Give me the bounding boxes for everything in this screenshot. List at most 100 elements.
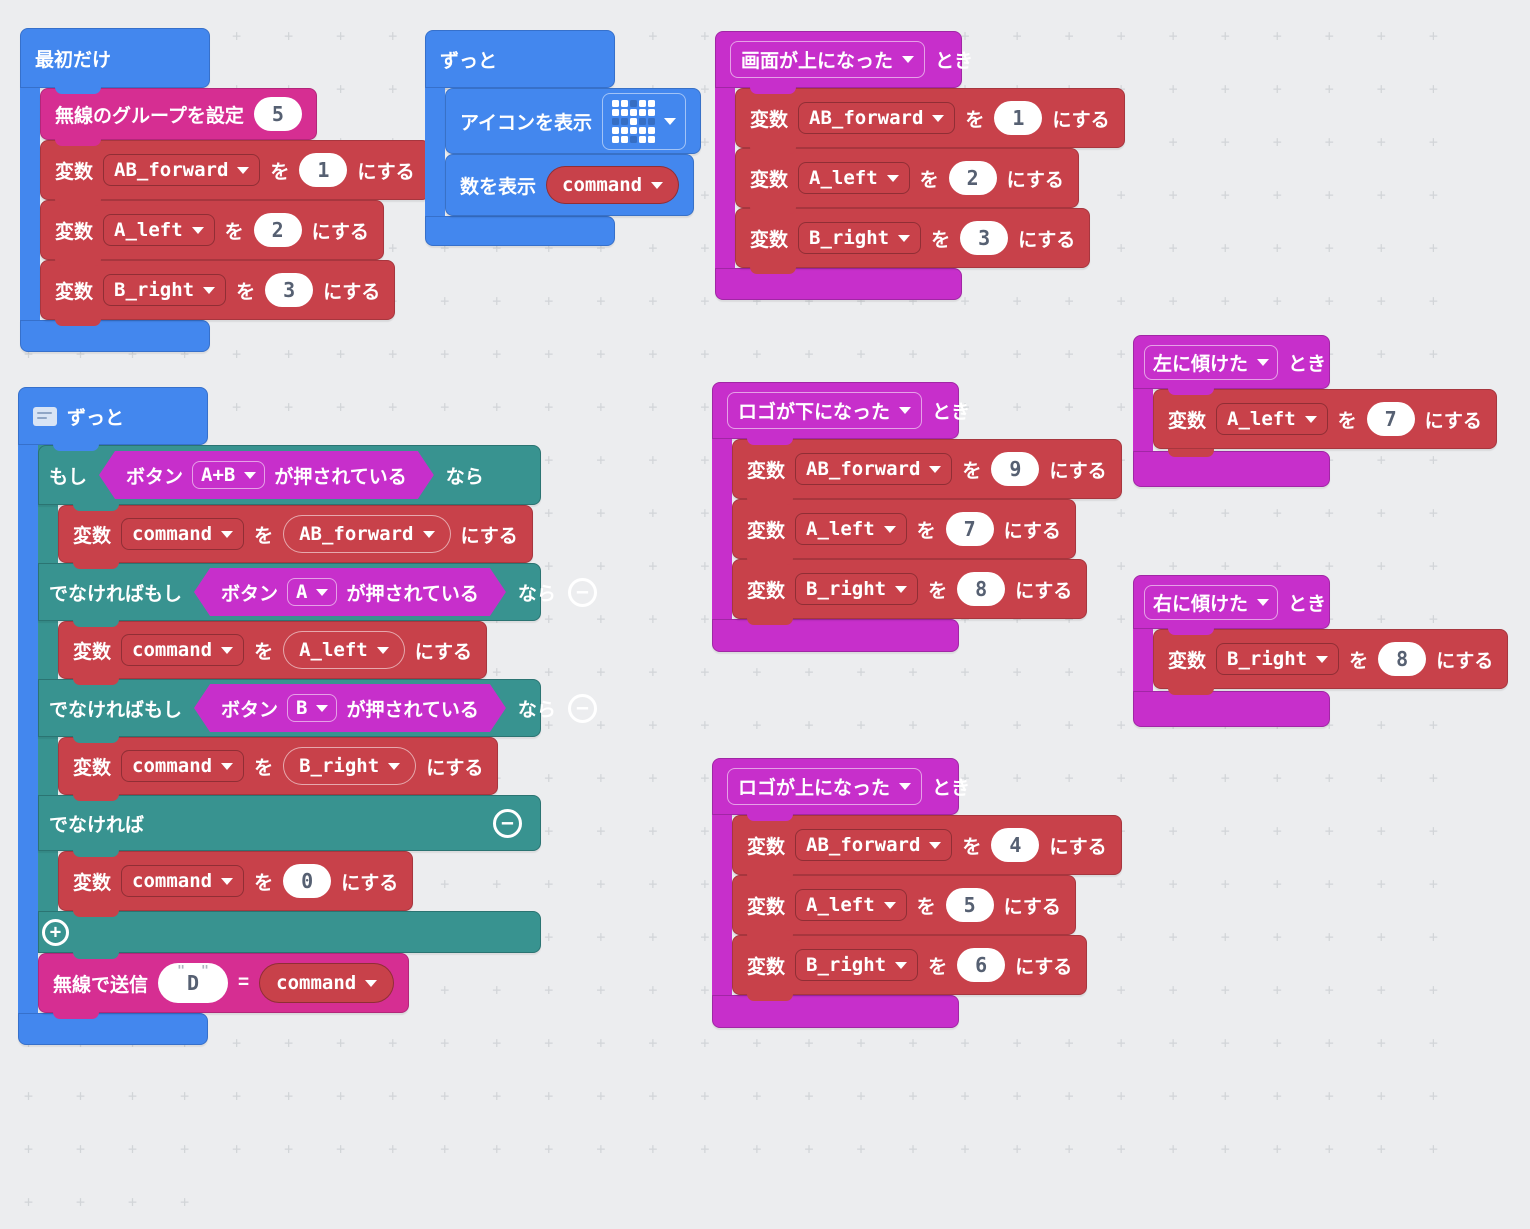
- button-pressed-condition[interactable]: ボタン A が押されている: [194, 568, 506, 616]
- dropdown-caret-icon[interactable]: [376, 646, 389, 654]
- when-logo-up-header[interactable]: ロゴが上になった とき: [712, 758, 970, 815]
- event-dropdown[interactable]: ロゴが下になった: [727, 392, 923, 429]
- dropdown-caret-icon[interactable]: [902, 56, 915, 63]
- number-slot[interactable]: 3: [265, 273, 314, 307]
- radio-send-block[interactable]: 無線で送信 " D " = command: [38, 953, 410, 1013]
- set-variable-block[interactable]: 変数 command を A_left にする: [58, 621, 487, 679]
- dropdown-caret-icon[interactable]: [221, 762, 234, 770]
- number-slot[interactable]: 2: [253, 213, 302, 247]
- button-dropdown[interactable]: A+B: [192, 461, 265, 489]
- variable-dropdown[interactable]: command: [121, 750, 245, 782]
- radio-set-group-block[interactable]: 無線のグループを設定 5: [40, 88, 317, 140]
- variable-dropdown[interactable]: command: [121, 634, 245, 666]
- dropdown-caret-icon[interactable]: [316, 705, 328, 712]
- dropdown-caret-icon[interactable]: [1257, 598, 1270, 606]
- dropdown-caret-icon[interactable]: [664, 117, 677, 125]
- else-row[interactable]: でなければ −: [38, 795, 541, 851]
- set-variable-block[interactable]: 変数 AB_forward を 9 にする: [732, 439, 1122, 499]
- dropdown-caret-icon[interactable]: [203, 286, 216, 294]
- number-slot[interactable]: 9: [991, 452, 1040, 486]
- set-variable-block[interactable]: 変数 command を B_right にする: [58, 737, 499, 795]
- show-number-block[interactable]: 数を表示 command: [445, 154, 695, 216]
- event-dropdown[interactable]: 画面が上になった: [730, 41, 926, 78]
- number-slot[interactable]: 3: [960, 221, 1009, 255]
- set-variable-block[interactable]: 変数 A_left を 2 にする: [735, 148, 1079, 208]
- variable-reporter-dropdown[interactable]: command: [546, 166, 680, 204]
- set-variable-block[interactable]: 変数 command を 0 にする: [58, 851, 414, 911]
- set-variable-block[interactable]: 変数 A_left を 7 にする: [1153, 389, 1497, 449]
- dropdown-caret-icon[interactable]: [895, 961, 908, 969]
- dropdown-caret-icon[interactable]: [883, 525, 896, 533]
- variable-dropdown[interactable]: command: [121, 865, 245, 897]
- variable-dropdown[interactable]: B_right: [103, 274, 227, 306]
- set-variable-block[interactable]: 変数 AB_forward を 1 にする: [40, 140, 430, 200]
- dropdown-caret-icon[interactable]: [237, 166, 250, 174]
- else-if-row[interactable]: でなければもし ボタン A が押されている なら −: [38, 563, 597, 621]
- variable-dropdown[interactable]: B_right: [795, 949, 919, 981]
- variable-reporter[interactable]: AB_forward: [283, 515, 451, 553]
- number-slot[interactable]: 7: [1366, 402, 1415, 436]
- number-slot[interactable]: 4: [991, 828, 1040, 862]
- event-dropdown[interactable]: 左に傾けた: [1144, 344, 1279, 380]
- variable-reporter[interactable]: B_right: [283, 747, 417, 785]
- set-variable-block[interactable]: 変数 A_left を 5 にする: [732, 875, 1076, 935]
- when-tilt-right-header[interactable]: 右に傾けた とき: [1133, 575, 1330, 629]
- number-slot[interactable]: 1: [994, 101, 1043, 135]
- dropdown-caret-icon[interactable]: [651, 181, 664, 189]
- forever-display-header[interactable]: ずっと: [425, 30, 615, 88]
- radio-group-number-slot[interactable]: 5: [253, 97, 302, 131]
- string-slot[interactable]: " D ": [158, 963, 229, 1003]
- on-start-block-header[interactable]: 最初だけ: [20, 28, 210, 88]
- led-icon-field[interactable]: [602, 92, 687, 150]
- variable-dropdown[interactable]: B_right: [798, 222, 922, 254]
- variable-reporter[interactable]: A_left: [283, 631, 405, 669]
- dropdown-caret-icon[interactable]: [929, 841, 942, 849]
- dropdown-caret-icon[interactable]: [388, 762, 401, 770]
- dropdown-caret-icon[interactable]: [422, 530, 435, 538]
- set-variable-block[interactable]: 変数 B_right を 8 にする: [1153, 629, 1509, 689]
- number-slot[interactable]: 2: [948, 161, 997, 195]
- number-slot[interactable]: 7: [945, 512, 994, 546]
- event-dropdown[interactable]: ロゴが上になった: [727, 768, 923, 805]
- set-variable-block[interactable]: 変数 AB_forward を 1 にする: [735, 88, 1125, 148]
- comment-icon[interactable]: [33, 406, 57, 426]
- set-variable-block[interactable]: 変数 AB_forward を 4 にする: [732, 815, 1122, 875]
- when-tilt-left-header[interactable]: 左に傾けた とき: [1133, 335, 1330, 389]
- dropdown-caret-icon[interactable]: [244, 472, 256, 479]
- if-row[interactable]: もし ボタン A+B が押されている なら: [38, 445, 541, 505]
- button-dropdown[interactable]: B: [287, 694, 337, 722]
- event-dropdown[interactable]: 右に傾けた: [1144, 584, 1279, 620]
- dropdown-caret-icon[interactable]: [1316, 655, 1329, 663]
- number-slot[interactable]: 8: [1378, 642, 1427, 676]
- dropdown-caret-icon[interactable]: [365, 979, 378, 987]
- dropdown-caret-icon[interactable]: [191, 226, 204, 234]
- collapse-branch-button[interactable]: −: [567, 693, 597, 723]
- variable-dropdown[interactable]: AB_forward: [795, 453, 953, 485]
- dropdown-caret-icon[interactable]: [221, 530, 234, 538]
- variable-dropdown[interactable]: AB_forward: [103, 154, 261, 186]
- variable-dropdown[interactable]: A_left: [103, 214, 215, 246]
- variable-dropdown[interactable]: A_left: [1216, 403, 1328, 435]
- dropdown-caret-icon[interactable]: [316, 589, 328, 596]
- collapse-branch-button[interactable]: −: [567, 577, 597, 607]
- variable-dropdown[interactable]: A_left: [798, 162, 910, 194]
- add-branch-button[interactable]: +: [42, 919, 69, 946]
- forever-logic-header[interactable]: ずっと: [18, 387, 208, 445]
- show-icon-block[interactable]: アイコンを表示: [445, 88, 702, 154]
- number-slot[interactable]: 8: [957, 572, 1006, 606]
- number-slot[interactable]: 0: [283, 864, 332, 898]
- variable-reporter-dropdown[interactable]: command: [259, 963, 395, 1003]
- set-variable-block[interactable]: 変数 B_right を 8 にする: [732, 559, 1088, 619]
- number-slot[interactable]: 5: [945, 888, 994, 922]
- number-slot[interactable]: 1: [299, 153, 348, 187]
- button-pressed-condition[interactable]: ボタン B が押されている: [194, 684, 506, 732]
- dropdown-caret-icon[interactable]: [899, 783, 912, 790]
- when-screen-up-header[interactable]: 画面が上になった とき: [715, 31, 973, 88]
- variable-dropdown[interactable]: B_right: [1216, 643, 1340, 675]
- dropdown-caret-icon[interactable]: [932, 114, 945, 122]
- else-if-row[interactable]: でなければもし ボタン B が押されている なら −: [38, 679, 597, 737]
- set-variable-block[interactable]: 変数 A_left を 2 にする: [40, 200, 384, 260]
- variable-dropdown[interactable]: B_right: [795, 573, 919, 605]
- dropdown-caret-icon[interactable]: [1304, 415, 1317, 423]
- dropdown-caret-icon[interactable]: [899, 407, 912, 414]
